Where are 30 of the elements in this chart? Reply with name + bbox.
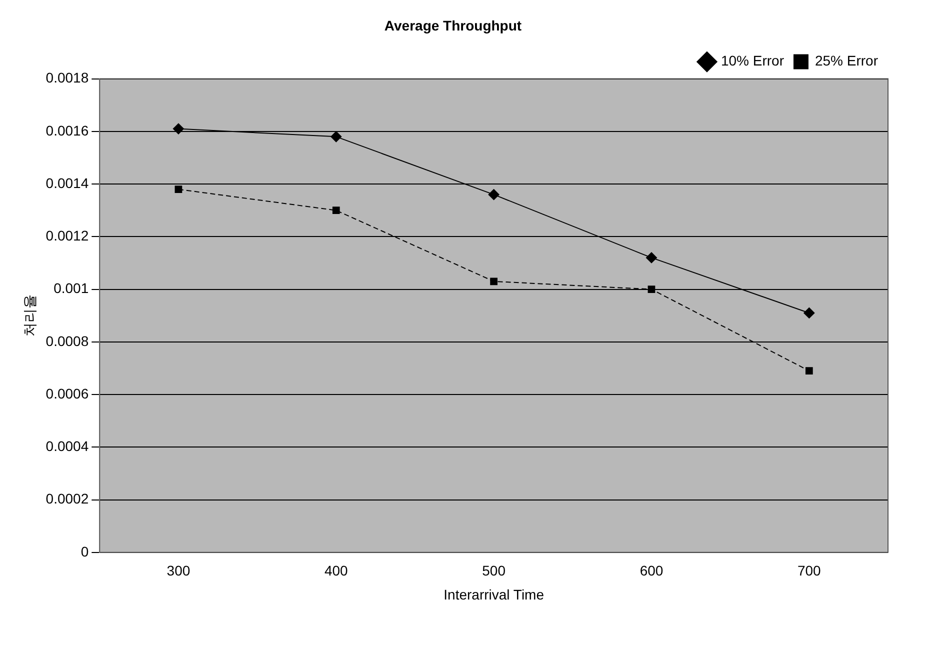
y-tick-label: 0.0012 — [46, 228, 89, 244]
y-axis-title: 처리율 — [21, 294, 38, 337]
y-tick-label: 0.0006 — [46, 385, 89, 402]
point — [330, 131, 342, 142]
chart-title: Average Throughput — [384, 17, 522, 34]
x-tick-label: 600 — [640, 562, 664, 579]
point — [488, 189, 500, 200]
point — [174, 186, 182, 193]
y-tick-label: 0.0016 — [46, 122, 89, 138]
point — [648, 286, 656, 293]
y-tick-label: 0 — [80, 543, 89, 560]
point — [490, 278, 498, 286]
point — [804, 307, 815, 318]
point — [805, 367, 813, 375]
legend-label: 25% Error — [814, 52, 878, 69]
y-tick-label: 0.0008 — [46, 332, 89, 349]
point — [332, 206, 340, 214]
x-tick-label: 500 — [482, 562, 506, 579]
x-tick-label: 300 — [166, 562, 190, 579]
x-axis-title: Interarrival Time — [444, 586, 544, 602]
legend-label: 10% Error — [720, 52, 784, 69]
y-tick-label: 0.0014 — [46, 174, 89, 191]
point — [172, 123, 184, 134]
y-tick-label: 0.0002 — [46, 490, 89, 507]
y-tick-label: 0.001 — [54, 280, 89, 296]
x-tick-label: 400 — [324, 562, 348, 579]
point — [646, 252, 657, 264]
x-tick-label: 700 — [797, 562, 822, 579]
y-tick-label: 0.0018 — [46, 70, 89, 86]
y-tick-label: 0.0004 — [46, 438, 89, 454]
